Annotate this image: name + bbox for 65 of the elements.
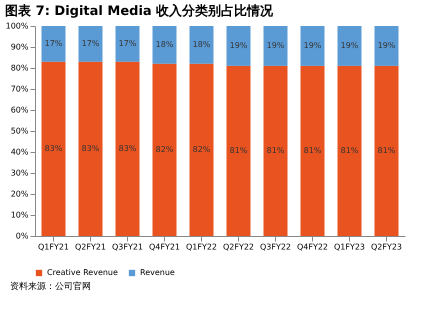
data-label: 19% [378, 40, 396, 50]
bar [338, 66, 362, 236]
bar [152, 26, 176, 64]
x-tick-label: Q4FY22 [296, 242, 328, 252]
bar [226, 26, 250, 66]
bar [300, 26, 324, 66]
data-label: 83% [118, 144, 137, 153]
chart-title: 图表 7: Digital Media 收入分类别占比情况 [5, 3, 274, 19]
data-label: 81% [304, 146, 322, 155]
x-tick-label: Q3FY22 [260, 242, 292, 252]
text: 资料来源：公司官网 [10, 281, 91, 292]
y-tick-label: 10% [10, 210, 29, 220]
data-label: 82% [192, 144, 211, 154]
data-label: 19% [340, 40, 359, 50]
data-label: 17% [44, 38, 63, 48]
data-label: 81% [230, 146, 248, 155]
y-tick-label: 0% [16, 232, 29, 240]
bar [152, 64, 176, 236]
x-tick-label: Q1FY21 [38, 242, 70, 252]
data-label: 17% [118, 38, 137, 48]
x-tick-label: Q2FY21 [74, 242, 106, 252]
bar [338, 26, 362, 66]
y-tick-label: 80% [10, 64, 29, 72]
bar [78, 26, 102, 62]
data-label: 81% [266, 146, 285, 155]
bar [264, 26, 288, 66]
data-label: 83% [44, 144, 63, 153]
data-label: 19% [266, 40, 285, 50]
data-label: 81% [378, 146, 396, 155]
y-tick-label: 60% [10, 106, 29, 114]
data-label: 81% [340, 146, 359, 155]
y-tick-label: 90% [10, 42, 29, 52]
bar [190, 64, 214, 236]
y-tick-label: 100% [6, 22, 29, 30]
legend-label: Revenue [140, 268, 175, 277]
data-label: 19% [230, 40, 248, 50]
data-label: 19% [304, 40, 322, 50]
y-tick-label: 70% [10, 84, 29, 94]
x-tick-label: Q2FY23 [370, 242, 402, 252]
data-label: 18% [156, 40, 174, 49]
bar [300, 66, 324, 236]
x-tick-label: Q1FY22 [186, 242, 218, 252]
y-tick-label: 40% [10, 148, 29, 156]
legend-label: Creative Revenue [47, 268, 118, 277]
bar [116, 62, 140, 236]
bar [190, 26, 214, 64]
x-tick-label: Q1FY23 [334, 242, 366, 252]
x-tick-label: Q3FY21 [112, 242, 144, 252]
data-label: 17% [82, 38, 100, 48]
bar [374, 66, 398, 236]
y-tick-label: 50% [10, 126, 29, 136]
x-tick-label: Q4FY21 [148, 242, 180, 252]
bar [374, 26, 398, 66]
bar [42, 62, 66, 236]
data-label: 83% [82, 144, 100, 153]
bar [226, 66, 250, 236]
data-label: 82% [156, 144, 174, 154]
bar [78, 62, 102, 236]
y-tick-label: 20% [10, 190, 29, 198]
y-tick-label: 30% [10, 168, 29, 178]
bar [116, 26, 140, 62]
data-label: 18% [192, 40, 211, 49]
x-tick-label: Q2FY22 [222, 242, 254, 252]
bar [264, 66, 288, 236]
bar [42, 26, 66, 62]
